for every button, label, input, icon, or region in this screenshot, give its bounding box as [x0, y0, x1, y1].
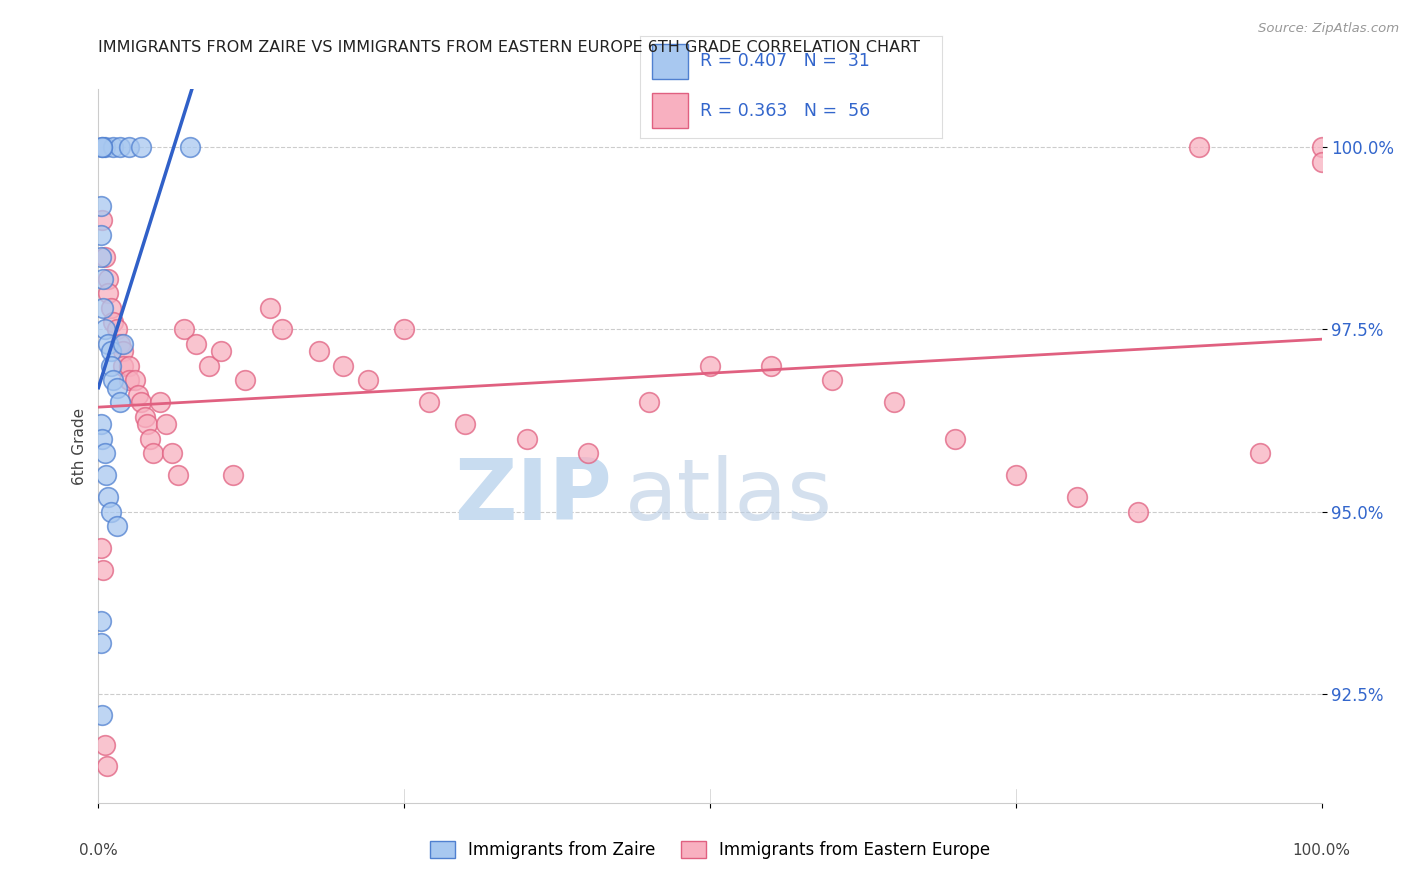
Point [100, 301, 122, 315]
Point [90, 541, 112, 555]
Point [90, 614, 112, 628]
Point [127, 388, 149, 402]
Text: ZIP: ZIP [454, 456, 612, 539]
Point [91, 271, 114, 285]
Point [699, 359, 721, 373]
Point [356, 374, 378, 388]
Point [129, 140, 152, 154]
Point [142, 446, 165, 460]
Point [134, 409, 156, 424]
Point [637, 395, 661, 409]
Point [821, 374, 844, 388]
Point [209, 344, 232, 359]
Point [91, 140, 114, 154]
Point [97, 337, 120, 351]
Legend: Immigrants from Zaire, Immigrants from Eastern Europe: Immigrants from Zaire, Immigrants from E… [423, 834, 997, 866]
Point [332, 359, 354, 373]
Point [111, 359, 134, 373]
Point [105, 381, 128, 395]
Point [111, 344, 134, 359]
Point [110, 337, 132, 351]
Point [101, 374, 124, 388]
Point [576, 446, 599, 460]
Point [90, 417, 112, 432]
Point [100, 344, 122, 359]
Point [943, 432, 966, 446]
Point [1310, 155, 1333, 169]
Text: atlas: atlas [624, 456, 832, 539]
FancyBboxPatch shape [652, 44, 688, 78]
Point [179, 140, 201, 154]
Point [97, 271, 120, 285]
Point [233, 374, 256, 388]
Point [136, 417, 159, 432]
Point [93, 446, 115, 460]
Point [105, 322, 128, 336]
Point [96, 759, 118, 773]
Point [259, 301, 281, 315]
Point [101, 315, 124, 329]
Text: 100.0%: 100.0% [1292, 843, 1351, 858]
Point [90, 227, 112, 242]
Point [94, 468, 117, 483]
Text: R = 0.363   N =  56: R = 0.363 N = 56 [700, 102, 870, 120]
Point [110, 140, 132, 154]
Point [90, 250, 112, 264]
Point [91, 563, 114, 577]
FancyBboxPatch shape [652, 93, 688, 128]
Point [97, 286, 120, 301]
Point [97, 490, 120, 504]
Point [270, 322, 294, 336]
Point [883, 395, 905, 409]
Point [100, 504, 122, 518]
Point [1066, 490, 1088, 504]
Point [155, 417, 177, 432]
Text: R = 0.407   N =  31: R = 0.407 N = 31 [700, 53, 870, 70]
Point [516, 432, 538, 446]
Point [105, 519, 128, 533]
Text: IMMIGRANTS FROM ZAIRE VS IMMIGRANTS FROM EASTERN EUROPE 6TH GRADE CORRELATION CH: IMMIGRANTS FROM ZAIRE VS IMMIGRANTS FROM… [98, 40, 921, 55]
Point [93, 322, 115, 336]
Point [100, 359, 122, 373]
Point [139, 432, 162, 446]
Point [222, 468, 245, 483]
Point [1004, 468, 1026, 483]
Point [1188, 140, 1211, 154]
Point [124, 374, 146, 388]
Point [454, 417, 477, 432]
Point [1310, 140, 1333, 154]
Point [186, 337, 208, 351]
Point [197, 359, 219, 373]
Point [418, 395, 440, 409]
Point [149, 395, 172, 409]
Point [173, 322, 195, 336]
Point [93, 738, 115, 752]
Point [93, 140, 115, 154]
Point [91, 301, 114, 315]
Point [167, 468, 190, 483]
Point [118, 359, 141, 373]
Point [91, 432, 114, 446]
Point [392, 322, 416, 336]
Point [93, 250, 115, 264]
Point [1128, 504, 1150, 518]
Point [118, 374, 141, 388]
Point [91, 213, 114, 227]
Point [761, 359, 783, 373]
Point [160, 446, 183, 460]
Text: Source: ZipAtlas.com: Source: ZipAtlas.com [1258, 22, 1399, 36]
Point [90, 635, 112, 649]
Point [129, 395, 152, 409]
Point [118, 140, 141, 154]
Point [90, 199, 112, 213]
Text: 0.0%: 0.0% [79, 843, 118, 858]
Point [308, 344, 330, 359]
Point [111, 337, 134, 351]
Point [110, 395, 132, 409]
Y-axis label: 6th Grade: 6th Grade [72, 408, 87, 484]
Point [101, 140, 124, 154]
Point [1250, 446, 1272, 460]
Point [91, 140, 114, 154]
Point [91, 708, 114, 723]
